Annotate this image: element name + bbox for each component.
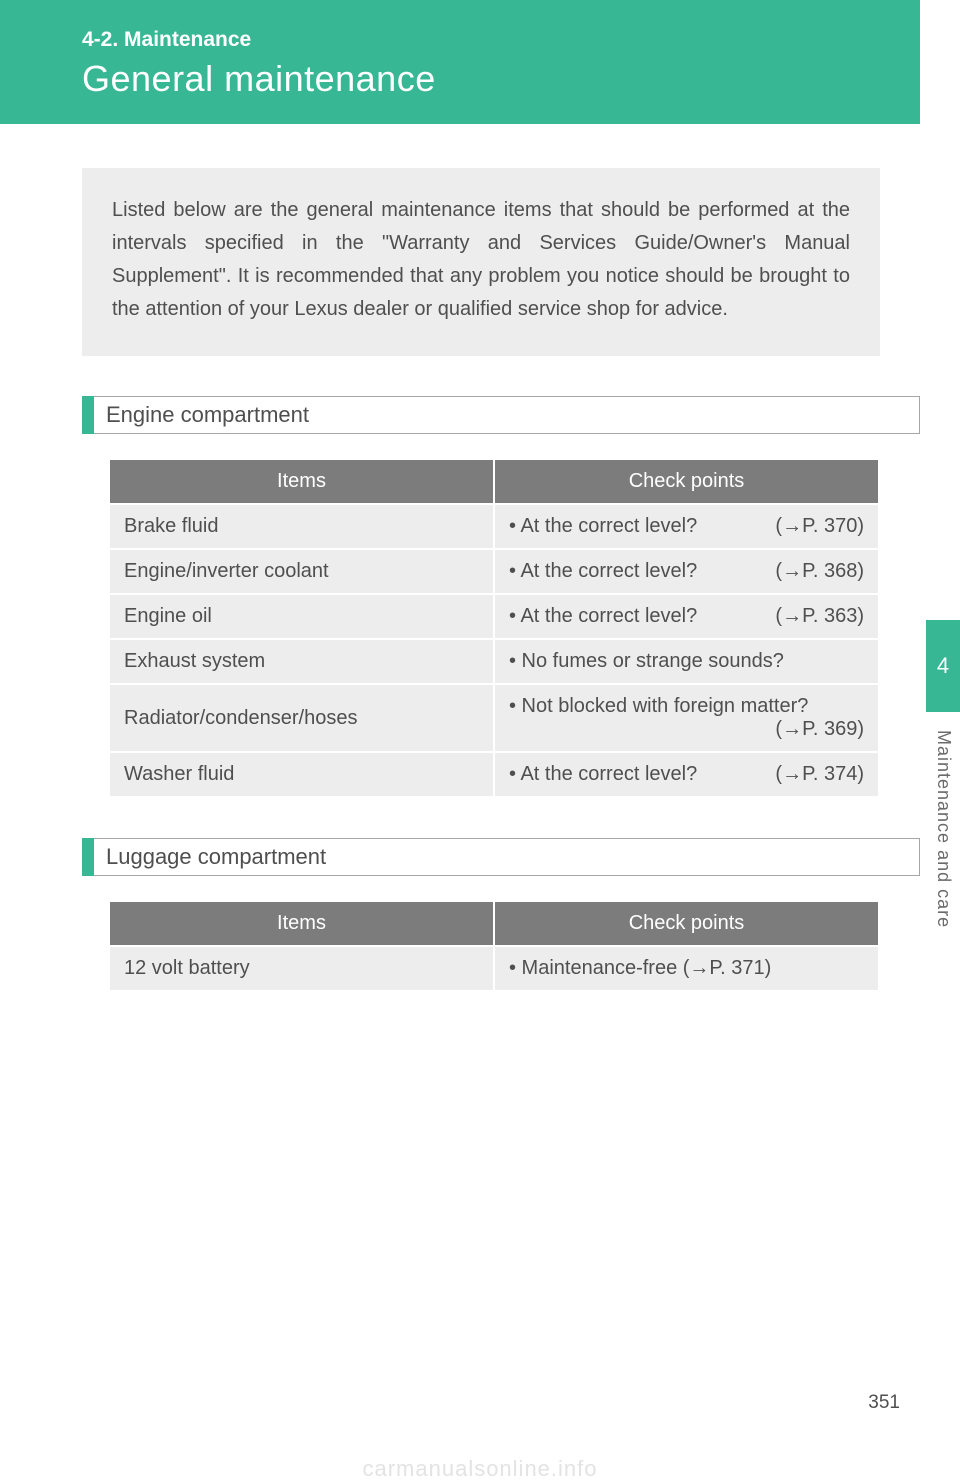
chapter-tab: 4 xyxy=(926,620,960,712)
table-row: Brake fluid • At the correct level? (→P.… xyxy=(110,505,878,548)
check-text: • At the correct level? xyxy=(509,605,697,628)
page-number: 351 xyxy=(868,1392,900,1414)
page-ref: (→P. 368) xyxy=(775,560,864,583)
cell-check: • Maintenance-free (→P. 371) xyxy=(495,947,878,990)
table-row: Washer fluid • At the correct level? (→P… xyxy=(110,753,878,796)
section-heading-label: Engine compartment xyxy=(94,402,309,428)
col-items: Items xyxy=(110,902,493,945)
table-header-row: Items Check points xyxy=(110,460,878,503)
engine-table: Items Check points Brake fluid • At the … xyxy=(108,458,880,798)
check-text: • At the correct level? xyxy=(509,763,697,786)
cell-item: Radiator/condenser/hoses xyxy=(110,685,493,751)
section-marker-icon xyxy=(82,838,94,876)
luggage-table: Items Check points 12 volt battery • Mai… xyxy=(108,900,880,992)
chapter-label: Maintenance and care xyxy=(933,730,954,928)
cell-check: • At the correct level? (→P. 363) xyxy=(495,595,878,638)
col-check: Check points xyxy=(495,902,878,945)
page-title: General maintenance xyxy=(82,58,920,100)
cell-check: • No fumes or strange sounds? xyxy=(495,640,878,683)
cell-check: • At the correct level? (→P. 374) xyxy=(495,753,878,796)
page-ref: (→P. 363) xyxy=(775,605,864,628)
cell-item: Engine/inverter coolant xyxy=(110,550,493,593)
cell-item: Exhaust system xyxy=(110,640,493,683)
table-row: Engine/inverter coolant • At the correct… xyxy=(110,550,878,593)
check-text: • At the correct level? xyxy=(509,515,697,538)
cell-item: Washer fluid xyxy=(110,753,493,796)
section-marker-icon xyxy=(82,396,94,434)
section-heading-engine: Engine compartment xyxy=(82,396,920,434)
cell-check: • At the correct level? (→P. 370) xyxy=(495,505,878,548)
page-ref: (→P. 369) xyxy=(775,718,864,741)
col-items: Items xyxy=(110,460,493,503)
cell-item: Engine oil xyxy=(110,595,493,638)
page-header: 4-2. Maintenance General maintenance xyxy=(0,0,920,124)
cell-check: • At the correct level? (→P. 368) xyxy=(495,550,878,593)
check-text: • No fumes or strange sounds? xyxy=(509,650,784,673)
table-row: Exhaust system • No fumes or strange sou… xyxy=(110,640,878,683)
col-check: Check points xyxy=(495,460,878,503)
section-number: 4-2. Maintenance xyxy=(82,28,920,52)
check-text: • Not blocked with foreign matter? xyxy=(509,695,808,717)
intro-text: Listed below are the general maintenance… xyxy=(82,168,880,356)
cell-check: • Not blocked with foreign matter? (→P. … xyxy=(495,685,878,751)
cell-item: 12 volt battery xyxy=(110,947,493,990)
cell-item: Brake fluid xyxy=(110,505,493,548)
page-ref: (→P. 370) xyxy=(775,515,864,538)
table-row: Engine oil • At the correct level? (→P. … xyxy=(110,595,878,638)
section-heading-label: Luggage compartment xyxy=(94,844,326,870)
check-text: • At the correct level? xyxy=(509,560,697,583)
watermark: carmanualsonline.info xyxy=(0,1456,960,1482)
table-row: 12 volt battery • Maintenance-free (→P. … xyxy=(110,947,878,990)
table-header-row: Items Check points xyxy=(110,902,878,945)
table-row: Radiator/condenser/hoses • Not blocked w… xyxy=(110,685,878,751)
page-ref: (→P. 374) xyxy=(775,763,864,786)
section-heading-luggage: Luggage compartment xyxy=(82,838,920,876)
